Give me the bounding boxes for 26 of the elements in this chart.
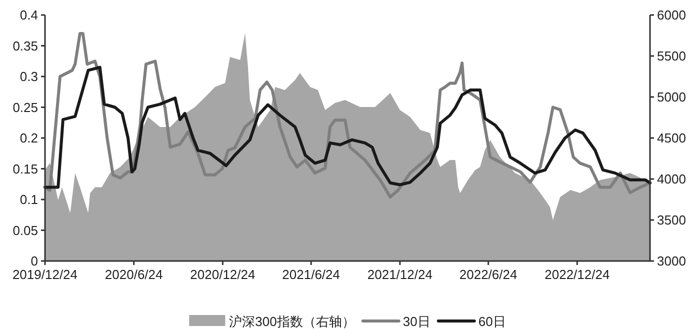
legend-label: 30日 [402, 314, 430, 329]
x-tick-label: 2020/12/24 [190, 267, 256, 282]
y2-tick-label: 3000 [657, 254, 686, 268]
x-tick-label: 2022/12/24 [544, 267, 610, 282]
y-tick-label: 0.25 [12, 100, 38, 115]
y2-tick-label: 4000 [657, 172, 686, 186]
x-tick-label: 2021/12/24 [367, 267, 432, 282]
x-tick-label: 2021/6/24 [282, 267, 340, 282]
y-tick-label: 0.2 [20, 130, 38, 146]
y2-tick-label: 5000 [657, 90, 686, 104]
x-tick-label: 2019/12/24 [12, 267, 78, 282]
legend-label: 沪深300指数（右轴） [229, 314, 355, 329]
y-tick-label: 0.35 [12, 38, 38, 54]
y2-tick-label: 5500 [657, 48, 686, 64]
y-tick-label: 0.4 [20, 8, 38, 22]
y-tick-label: 0.05 [12, 222, 38, 238]
y-tick-label: 0.15 [12, 161, 38, 176]
y2-tick-label: 4500 [657, 130, 686, 146]
y-tick-label: 0.3 [20, 69, 38, 84]
x-tick-label: 2022/6/24 [459, 267, 518, 282]
y-tick-label: 0 [30, 254, 38, 268]
y2-tick-label: 3500 [657, 212, 686, 228]
legend-label: 60日 [478, 314, 506, 329]
y-tick-label: 0.1 [20, 192, 38, 207]
y2-tick-label: 6000 [657, 8, 686, 22]
x-tick-label: 2020/6/24 [104, 267, 163, 282]
